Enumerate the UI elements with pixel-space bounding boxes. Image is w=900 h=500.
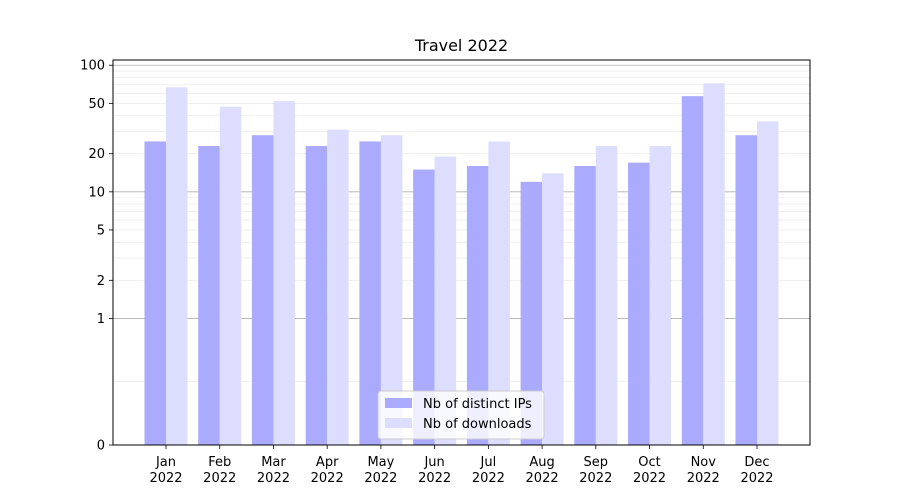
x-tick-label-year: 2022 (364, 471, 397, 486)
x-tick-label-month: Jul (480, 455, 497, 470)
x-tick-label-month: Oct (638, 455, 660, 470)
x-tick-label-year: 2022 (633, 471, 666, 486)
bar (219, 106, 242, 445)
y-tick-label: 2 (97, 274, 105, 289)
plot-frame (112, 59, 811, 446)
x-tick-label-month: Dec (744, 455, 769, 470)
x-tick-label-month: Jan (155, 455, 176, 470)
bar (198, 146, 220, 445)
bars (144, 83, 779, 446)
bar (359, 141, 381, 445)
y-tick-label: 20 (88, 147, 105, 162)
legend-swatch (385, 418, 412, 428)
legend-label: Nb of downloads (423, 417, 532, 432)
x-tick-label-year: 2022 (203, 471, 236, 486)
bar (166, 87, 188, 445)
bar (327, 129, 349, 445)
x-tick-label-year: 2022 (526, 471, 559, 486)
bar (703, 83, 725, 445)
bar (542, 173, 564, 445)
x-tick-label-month: Mar (261, 455, 286, 470)
x-tick-label-year: 2022 (740, 471, 773, 486)
x-tick-label-year: 2022 (257, 471, 290, 486)
bar (628, 162, 650, 445)
bar (305, 146, 328, 445)
legend: Nb of distinct IPs Nb of downloads (377, 390, 545, 440)
x-tick-label-month: Feb (208, 455, 231, 470)
chart-title: Travel 2022 (414, 36, 508, 55)
legend-label: Nb of distinct IPs (423, 397, 532, 412)
bar (649, 146, 672, 445)
bar (595, 146, 618, 445)
bar (488, 141, 510, 445)
x-tick-label-month: Nov (691, 455, 717, 470)
axes: 0125102050100Jan2022Feb2022Mar2022Apr202… (80, 59, 773, 486)
bar (574, 165, 596, 446)
bar (434, 156, 457, 446)
y-tick-label: 1 (97, 312, 105, 327)
bar (520, 181, 543, 445)
bar (757, 121, 779, 445)
bar (681, 96, 704, 446)
x-tick-label-month: May (367, 455, 394, 470)
bar (413, 169, 435, 445)
bar (251, 135, 274, 445)
bar (273, 101, 295, 446)
x-tick-label-month: Jun (423, 455, 444, 470)
bar (735, 135, 757, 445)
x-tick-label-month: Apr (316, 455, 339, 470)
y-tick-label: 50 (88, 97, 105, 112)
x-tick-label-month: Sep (584, 455, 609, 470)
bar (466, 165, 489, 446)
bar (144, 141, 166, 445)
y-tick-label: 0 (97, 439, 105, 454)
bar (380, 135, 403, 445)
legend-box (377, 390, 545, 440)
y-tick-label: 10 (88, 185, 105, 200)
x-tick-label-year: 2022 (687, 471, 720, 486)
x-tick-label-year: 2022 (472, 471, 505, 486)
legend-swatch (385, 398, 412, 408)
x-tick-label-year: 2022 (579, 471, 612, 486)
x-tick-label-month: Aug (529, 455, 554, 470)
x-tick-label-year: 2022 (149, 471, 182, 486)
x-tick-label-year: 2022 (311, 471, 344, 486)
y-tick-label: 100 (80, 59, 105, 74)
x-tick-label-year: 2022 (418, 471, 451, 486)
y-tick-label: 5 (97, 223, 105, 238)
